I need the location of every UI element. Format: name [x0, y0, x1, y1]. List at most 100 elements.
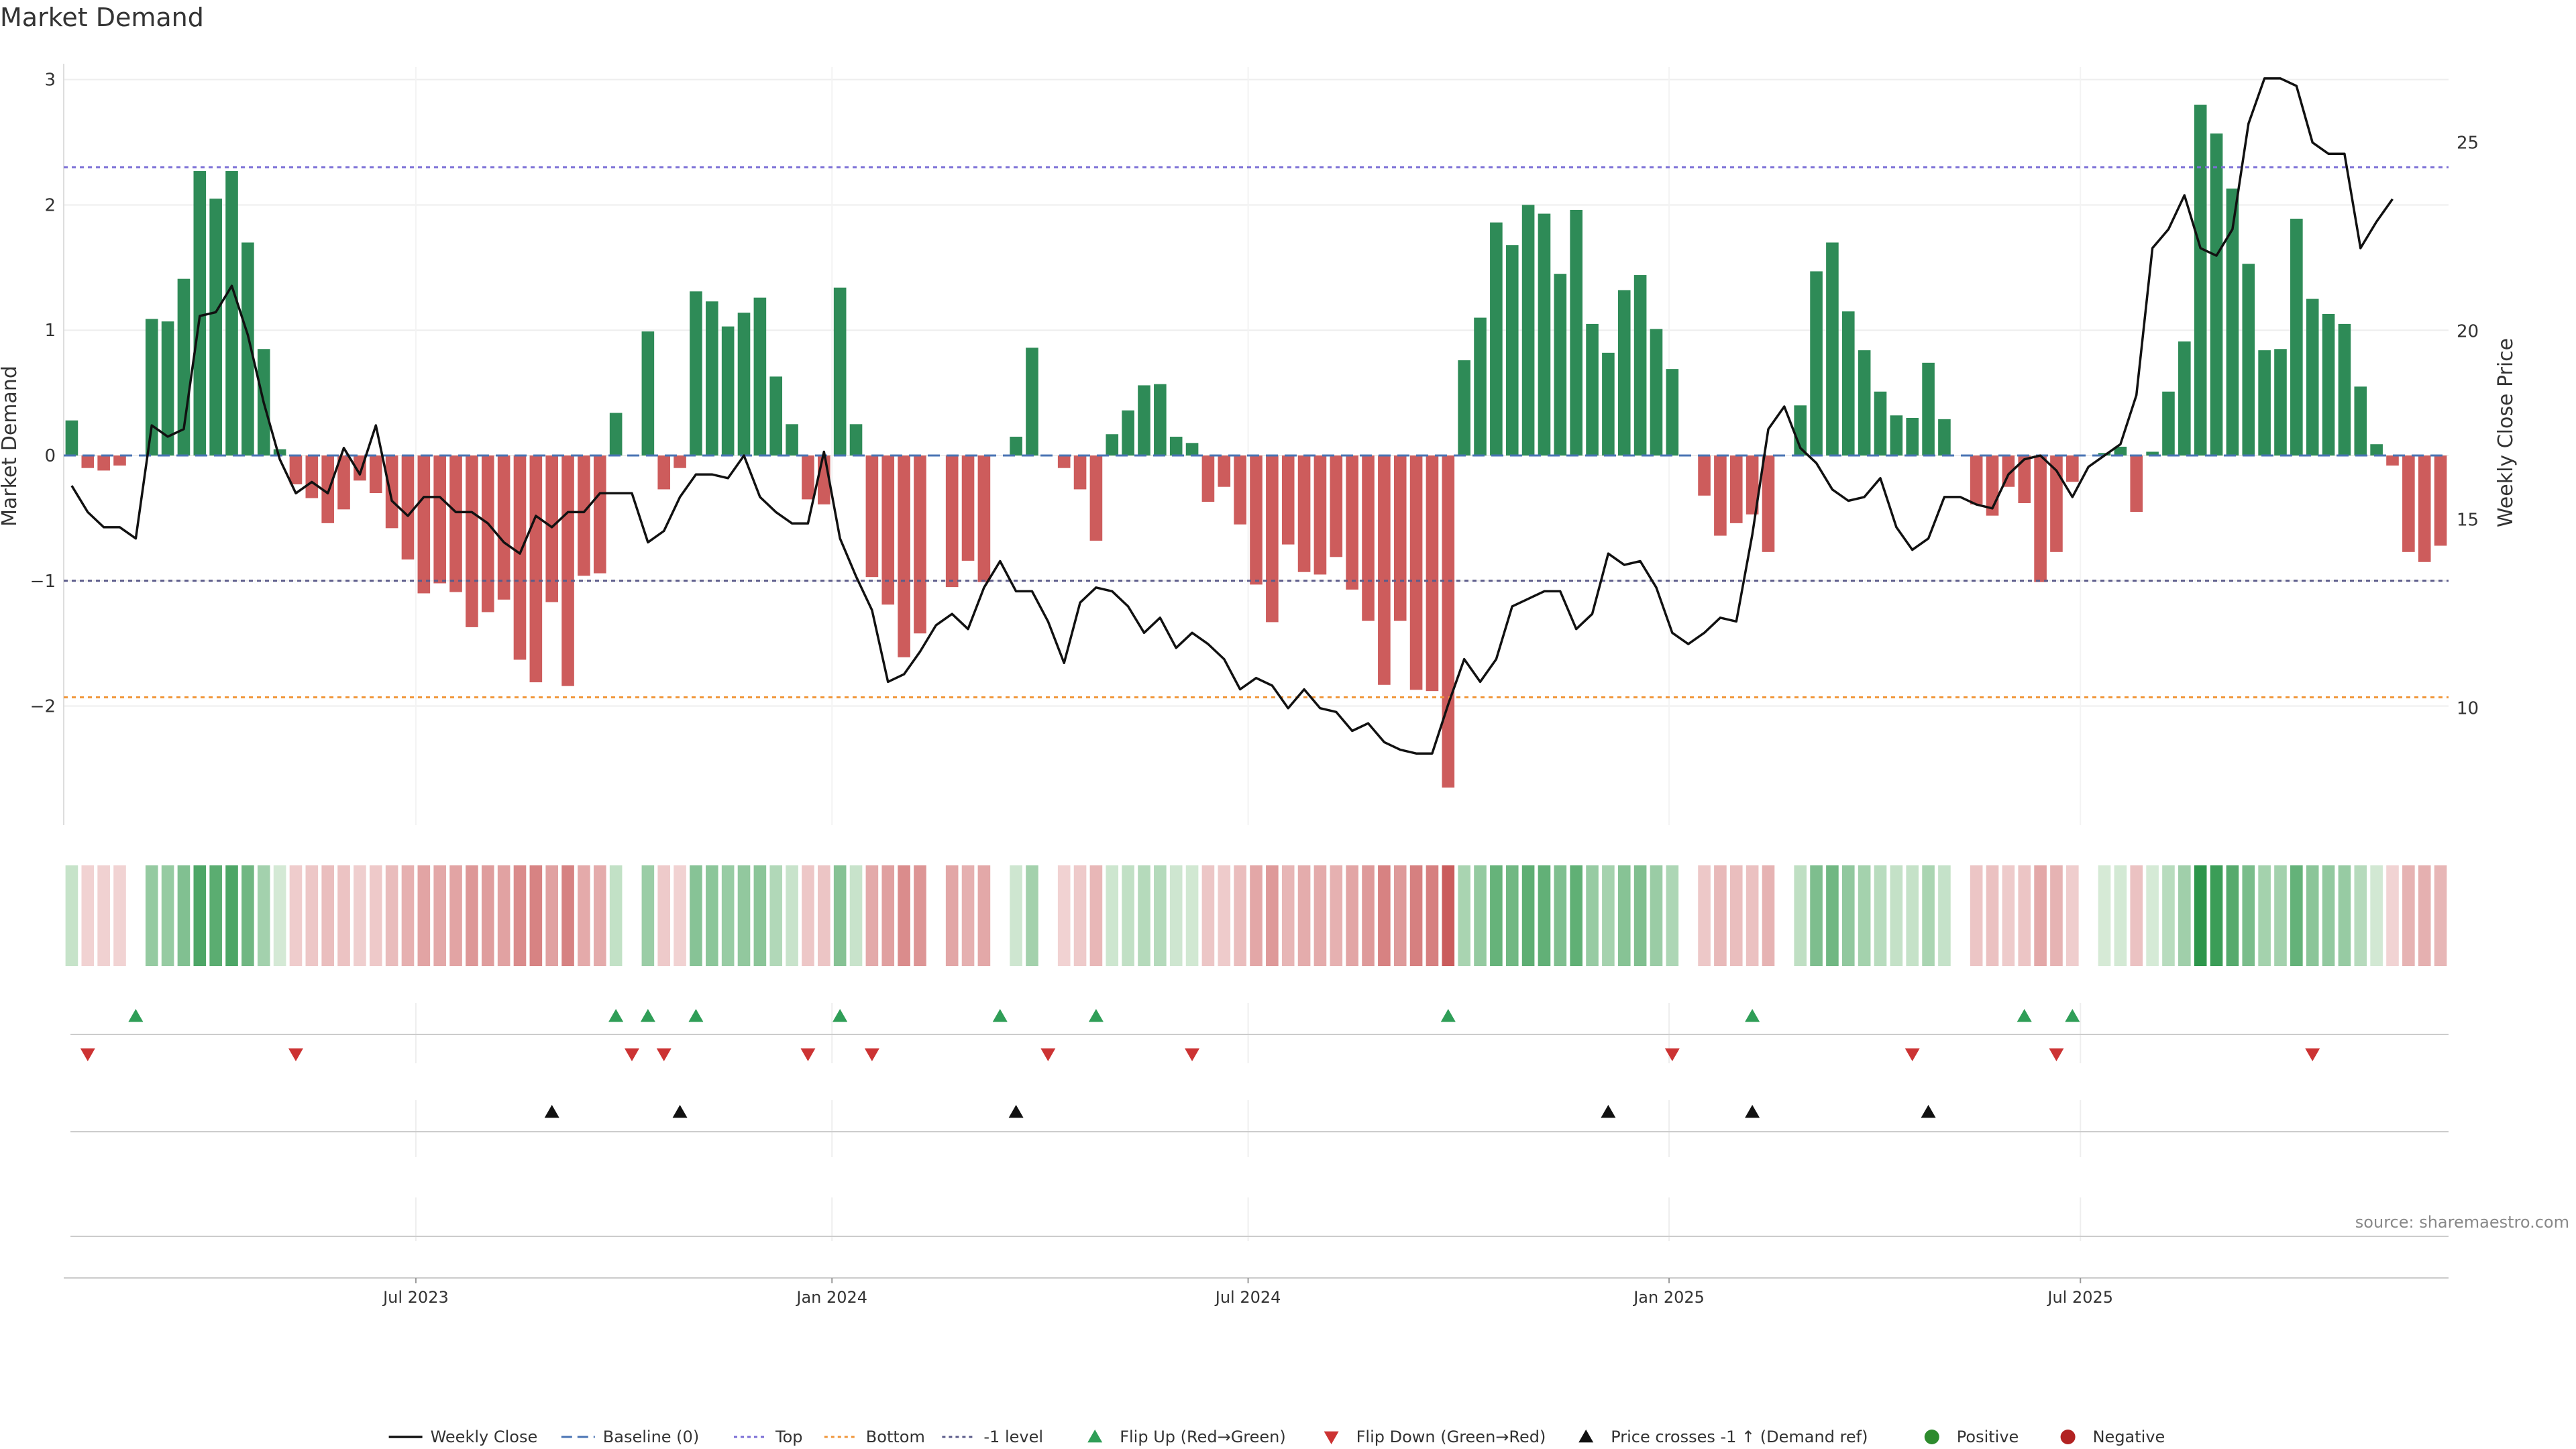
demand-bar [1458, 360, 1470, 456]
heat-cell [1810, 865, 1823, 966]
source-credit: source: sharemaestro.com [2355, 1213, 2569, 1232]
demand-bar [1490, 222, 1503, 456]
heat-cell [1266, 865, 1279, 966]
flip-up-marker [2017, 1009, 2032, 1022]
heat-cell [449, 865, 462, 966]
heat-cell [1297, 865, 1311, 966]
heat-cell [65, 865, 78, 966]
heat-cell [1746, 865, 1759, 966]
demand-bar [65, 420, 78, 456]
legend-label: Negative [2093, 1428, 2165, 1446]
heat-cell [1073, 865, 1087, 966]
heat-cell [1010, 865, 1022, 966]
demand-bar [1826, 242, 1839, 456]
demand-bar [578, 455, 590, 576]
demand-bar [273, 449, 286, 456]
heat-cell [961, 865, 975, 966]
heat-cell [1794, 865, 1807, 966]
demand-bar [113, 455, 126, 466]
demand-bar [2242, 264, 2255, 456]
x-tick-label: Jul 2023 [382, 1288, 449, 1307]
heat-cell [1890, 865, 1903, 966]
heat-cell [1698, 865, 1711, 966]
demand-bar [1906, 417, 1919, 456]
heat-cell [2178, 865, 2191, 966]
demand-bar [690, 291, 702, 456]
heat-cell [1586, 865, 1599, 966]
demand-bar [881, 455, 895, 605]
heat-cell [289, 865, 303, 966]
demand-bar [1122, 410, 1134, 456]
demand-bar [1250, 455, 1263, 585]
legend-label: -1 level [983, 1428, 1043, 1446]
demand-bar [97, 455, 110, 471]
demand-bar [1538, 213, 1551, 456]
heat-cell [177, 865, 191, 966]
heat-cell [337, 865, 350, 966]
demand-bar [1154, 384, 1167, 456]
heat-cell [2114, 865, 2127, 966]
heat-cell [1554, 865, 1567, 966]
demand-bar [2434, 455, 2447, 546]
demand-bar [161, 321, 174, 456]
demand-bar [1650, 329, 1663, 456]
demand-bar [1281, 455, 1295, 545]
heat-cell [1633, 865, 1647, 966]
heat-cell [1409, 865, 1423, 966]
heat-cell [914, 865, 926, 966]
demand-bar [81, 455, 95, 468]
demand-bar [1602, 352, 1615, 456]
demand-bar [1346, 455, 1358, 590]
heat-cell [1169, 865, 1183, 966]
heat-cell [1458, 865, 1470, 966]
demand-bar [2226, 189, 2239, 456]
heat-cell [161, 865, 174, 966]
demand-bar [2178, 341, 2191, 456]
demand-bar [977, 455, 991, 582]
heat-cell [1986, 865, 1999, 966]
demand-bar [433, 455, 446, 584]
heat-cell [545, 865, 559, 966]
heat-cell [1026, 865, 1038, 966]
reference-lines [64, 166, 2449, 698]
demand-bar [2210, 133, 2223, 456]
demand-bar [2050, 455, 2063, 552]
event-panels [64, 1003, 2449, 1279]
demand-bar [2146, 451, 2159, 456]
demand-bar [1714, 455, 1727, 536]
heat-cell [2386, 865, 2399, 966]
legend-label: Weekly Close [431, 1428, 538, 1446]
demand-bar [305, 455, 319, 498]
demand-bar [241, 242, 254, 456]
heat-cell [1442, 865, 1455, 966]
heat-cell [1490, 865, 1503, 966]
heat-cell [1729, 865, 1743, 966]
demand-bar [1586, 323, 1599, 456]
demand-bar [769, 376, 783, 456]
legend-swatch [1087, 1430, 1103, 1443]
flip-up-marker [688, 1009, 704, 1022]
demand-bar [1474, 317, 1487, 456]
y-tick-label: 2 [44, 195, 56, 215]
heat-cell [1346, 865, 1358, 966]
heat-cell [209, 865, 222, 966]
heat-cell [257, 865, 270, 966]
y2-tick-label: 20 [2457, 322, 2479, 342]
heat-cell [1666, 865, 1679, 966]
demand-bar [385, 455, 398, 529]
demand-bar [1330, 455, 1343, 557]
heat-cell [2002, 865, 2015, 966]
heat-cell [1378, 865, 1391, 966]
heat-cell [1185, 865, 1199, 966]
heat-cell [1714, 865, 1727, 966]
legend-item: Positive [1924, 1428, 2019, 1446]
flip-down-marker [864, 1048, 879, 1061]
flip-down-markers [80, 1048, 2320, 1061]
demand-bar [561, 455, 574, 686]
demand-bar [1313, 455, 1327, 575]
heat-cell [2050, 865, 2063, 966]
heat-cell [1826, 865, 1839, 966]
demand-bar [609, 413, 623, 456]
x-tick-labels: Jul 2023 Jan 2024 Jul 2024 Jan 2025 Jul 2025 [382, 1278, 2113, 1307]
demand-bar [1762, 455, 1775, 552]
